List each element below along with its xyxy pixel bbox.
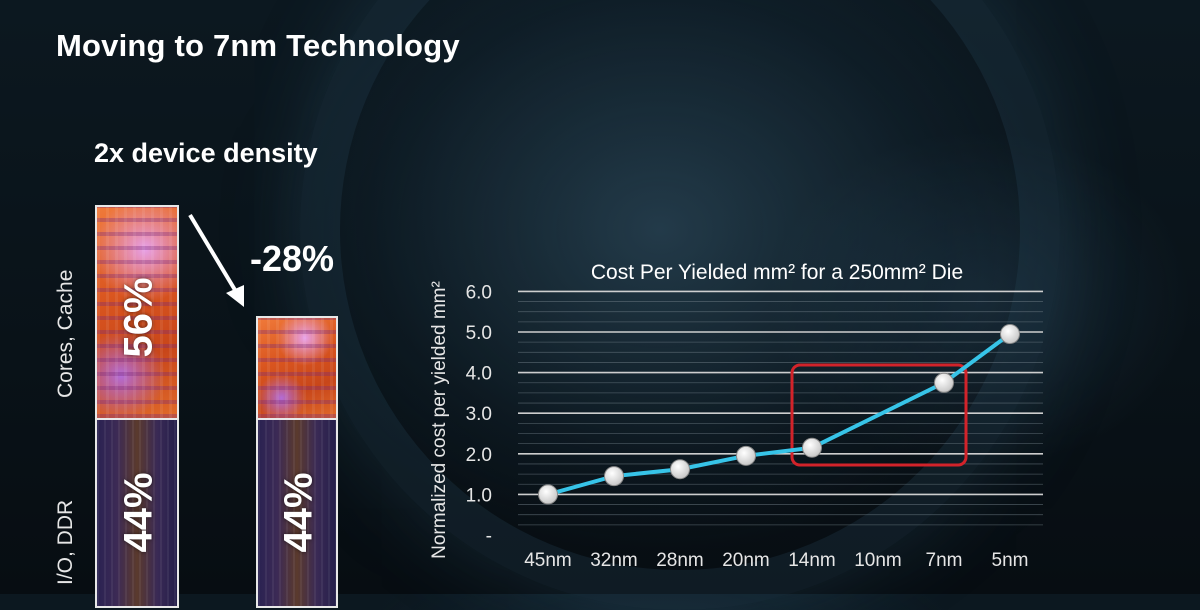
x-tick-label: 28nm — [656, 550, 704, 571]
cost-chart: Cost Per Yielded mm² for a 250mm² Die No… — [429, 261, 1043, 571]
y-tick-label: 4.0 — [466, 364, 492, 385]
y-tick-label: - — [486, 526, 492, 547]
x-tick-label: 14nm — [788, 550, 836, 571]
die-after-io-block: 44% — [256, 418, 338, 608]
data-point-marker — [802, 437, 822, 458]
area-reduction-label: -28% — [250, 238, 335, 279]
die-after-cores-block — [256, 316, 338, 420]
y-tick-label: 3.0 — [466, 404, 492, 425]
die-before-cores-block: 56% — [95, 205, 179, 420]
x-tick-label: 45nm — [524, 550, 572, 571]
data-point-marker — [1000, 324, 1020, 345]
chart-title: Cost Per Yielded mm² for a 250mm² Die — [591, 261, 963, 284]
x-tick-label: 5nm — [992, 550, 1029, 571]
slide-title: Moving to 7nm Technology — [56, 28, 460, 63]
y-tick-label: 5.0 — [466, 323, 492, 344]
y-tick-label: 2.0 — [466, 445, 492, 466]
shrink-arrow-icon — [188, 213, 244, 307]
data-point-marker — [538, 484, 558, 505]
x-tick-label: 32nm — [590, 550, 638, 571]
data-point-marker — [736, 445, 756, 466]
x-tick-label: 20nm — [722, 550, 770, 571]
y-axis-label: Normalized cost per yielded mm² — [429, 281, 450, 559]
die-before-io-block: 44% — [95, 418, 179, 608]
highlight-box — [790, 363, 968, 467]
x-tick-label: 7nm — [926, 550, 963, 571]
data-point-marker — [604, 466, 624, 487]
data-point-marker — [670, 459, 690, 480]
y-tick-label: 1.0 — [466, 485, 492, 506]
x-tick-label: 10nm — [854, 550, 902, 571]
data-point-marker — [934, 372, 954, 393]
y-tick-label: 6.0 — [466, 282, 492, 303]
density-label: 2x device density — [94, 138, 318, 168]
